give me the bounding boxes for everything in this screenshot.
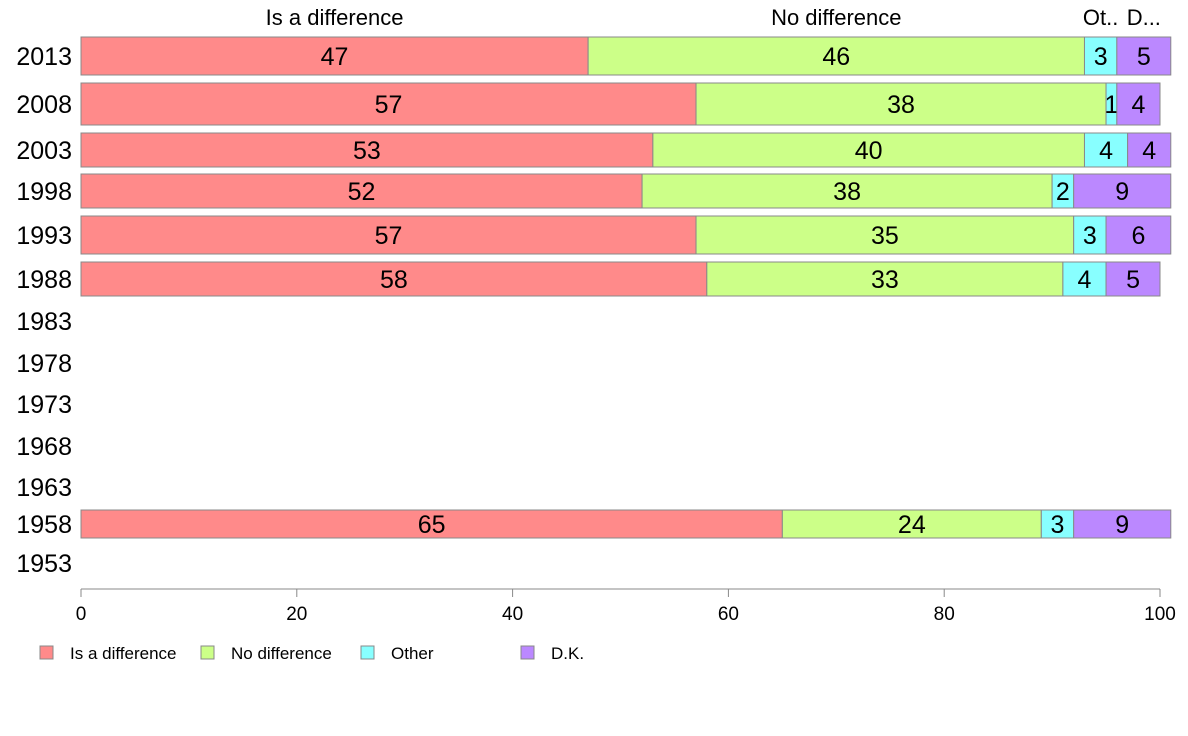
legend-swatch <box>39 645 54 660</box>
x-tick-label: 0 <box>76 604 87 625</box>
y-tick-label: 2013 <box>16 43 72 71</box>
bar-segment <box>652 132 1085 168</box>
data-label: 5 <box>1137 43 1151 71</box>
y-tick-label: 1978 <box>16 350 72 378</box>
x-tick-label: 20 <box>286 604 307 625</box>
bar-segment <box>781 509 1042 539</box>
column-labels: Is a difference No difference Ot.. D... <box>266 5 1161 30</box>
x-tick-label: 100 <box>1144 604 1176 625</box>
data-label: 47 <box>321 43 349 71</box>
data-label: 3 <box>1094 43 1108 71</box>
data-label: 9 <box>1115 178 1129 206</box>
legend-label: Other <box>391 644 434 663</box>
column-label: Ot.. <box>1083 5 1118 30</box>
legend-swatch <box>360 645 375 660</box>
bar-segment <box>1083 36 1118 76</box>
bar-segment <box>587 36 1085 76</box>
y-tick-label: 2008 <box>16 91 72 119</box>
y-tick-label: 1953 <box>16 550 72 578</box>
data-label: 38 <box>833 178 861 206</box>
legend: Is a difference No difference Other D.K. <box>39 644 584 663</box>
data-label: 65 <box>418 511 446 539</box>
bar-segment <box>80 36 589 76</box>
bar-segment <box>1073 509 1172 539</box>
data-label: 2 <box>1056 178 1070 206</box>
y-tick-label: 1998 <box>16 178 72 206</box>
data-label: 3 <box>1083 222 1097 250</box>
bar-segment <box>80 132 654 168</box>
bar-segment <box>80 215 697 255</box>
data-label: 3 <box>1051 511 1065 539</box>
bar-segment <box>80 173 643 209</box>
data-label: 9 <box>1115 511 1129 539</box>
data-label: 38 <box>887 91 915 119</box>
column-label: Is a difference <box>266 5 404 30</box>
legend-label: D.K. <box>551 644 584 663</box>
y-tick-label: 1968 <box>16 433 72 461</box>
data-label: 33 <box>871 266 899 294</box>
data-label: 57 <box>375 91 403 119</box>
bars-layer: 47 46 3 557 38 1 453 40 4 452 38 2 957 35 3 658 33 4 565 24… <box>80 36 1172 539</box>
data-label: 4 <box>1131 91 1145 119</box>
y-tick-label: 1993 <box>16 222 72 250</box>
y-tick-label: 1973 <box>16 391 72 419</box>
bar-segment <box>1073 215 1107 255</box>
x-axis: 0 20 40 60 80 100 <box>76 588 1176 625</box>
y-axis: 2013 2008 2003 1998 1993 1988 1983 1978 1973 1968… <box>16 43 72 578</box>
data-label: 1 <box>1104 91 1118 119</box>
data-label: 24 <box>898 511 926 539</box>
bar-segment <box>1116 36 1172 76</box>
bar-segment <box>1073 173 1172 209</box>
column-label: D... <box>1127 5 1161 30</box>
data-label: 58 <box>380 266 408 294</box>
data-label: 52 <box>348 178 376 206</box>
data-label: 4 <box>1142 137 1156 165</box>
bar-segment <box>641 173 1053 209</box>
y-tick-label: 1988 <box>16 266 72 294</box>
bar-segment <box>1105 261 1161 297</box>
data-label: 57 <box>375 222 403 250</box>
data-label: 53 <box>353 137 381 165</box>
bar-segment <box>80 509 783 539</box>
legend-swatch <box>200 645 215 660</box>
data-label: 46 <box>822 43 850 71</box>
legend-label: No difference <box>231 644 332 663</box>
legend-swatch <box>520 645 535 660</box>
data-label: 4 <box>1099 137 1113 165</box>
bar-segment <box>1083 132 1129 168</box>
bar-segment <box>706 261 1064 297</box>
legend-label: Is a difference <box>70 644 176 663</box>
x-tick-label: 60 <box>718 604 739 625</box>
column-label: No difference <box>771 5 901 30</box>
y-tick-label: 1963 <box>16 474 72 502</box>
data-label: 6 <box>1131 222 1145 250</box>
bar-segment <box>695 82 1107 126</box>
y-tick-label: 2003 <box>16 137 72 165</box>
bar-segment <box>1116 82 1161 126</box>
data-label: 4 <box>1078 266 1092 294</box>
y-tick-label: 1983 <box>16 308 72 336</box>
data-label: 40 <box>855 137 883 165</box>
y-tick-label: 1958 <box>16 511 72 539</box>
data-label: 35 <box>871 222 899 250</box>
bar-segment <box>80 261 708 297</box>
x-tick-label: 40 <box>502 604 523 625</box>
data-label: 5 <box>1126 266 1140 294</box>
x-tick-label: 80 <box>934 604 955 625</box>
bar-segment <box>80 82 697 126</box>
bar-segment <box>1127 132 1172 168</box>
bar-segment <box>1105 215 1172 255</box>
bar-segment <box>695 215 1075 255</box>
